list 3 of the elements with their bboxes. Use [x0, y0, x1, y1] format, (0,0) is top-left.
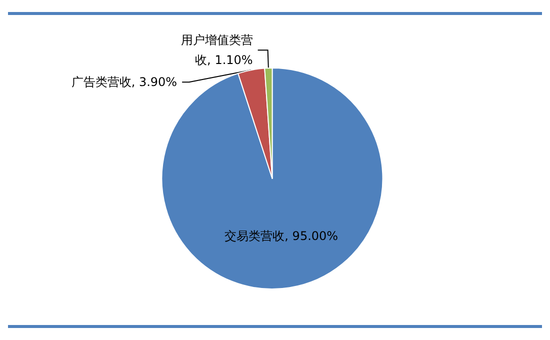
slice-label: 用户增值类营收, 1.10%: [180, 33, 253, 68]
slice-label: 广告类营收, 3.90%: [71, 75, 178, 90]
slice-label: 交易类营收, 95.00%: [224, 229, 338, 244]
